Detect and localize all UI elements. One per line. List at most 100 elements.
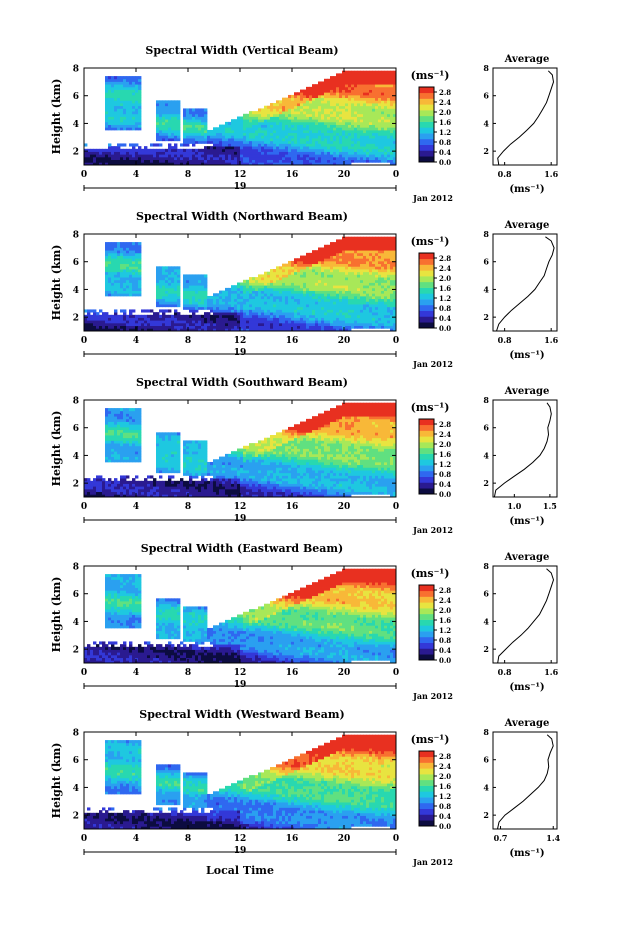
heatmap-cell xyxy=(372,73,376,77)
heatmap-cell xyxy=(348,271,352,275)
heatmap-cell xyxy=(168,290,172,294)
heatmap-cell xyxy=(369,89,373,93)
heatmap-cell xyxy=(261,298,265,302)
heatmap-cell xyxy=(156,151,160,155)
heatmap-cell xyxy=(366,140,370,144)
heatmap-cell xyxy=(369,301,373,305)
heatmap-cell xyxy=(117,113,121,117)
heatmap-cell xyxy=(258,325,262,329)
heatmap-cell xyxy=(264,325,268,329)
heatmap-cell xyxy=(231,129,235,134)
heatmap-cell xyxy=(393,73,397,77)
heatmap-cell xyxy=(261,124,265,128)
heatmap-cell xyxy=(102,156,106,161)
heatmap-cell xyxy=(279,159,283,163)
heatmap-cell xyxy=(363,103,367,107)
heatmap-cell xyxy=(318,162,322,166)
heatmap-cell xyxy=(333,92,337,96)
heatmap-cell xyxy=(105,105,109,109)
heatmap-cell xyxy=(246,143,250,147)
heatmap-cell xyxy=(87,317,91,321)
heatmap-cell xyxy=(387,306,391,310)
heatmap-cell xyxy=(321,250,325,254)
heatmap-cell xyxy=(261,132,265,136)
heatmap-cell xyxy=(336,119,340,123)
heatmap-cell xyxy=(114,293,118,297)
heatmap-cell xyxy=(189,151,193,155)
heatmap-cell xyxy=(387,154,391,158)
heatmap-cell xyxy=(393,266,397,270)
heatmap-cell xyxy=(291,135,295,139)
heatmap-cell xyxy=(204,116,208,120)
heatmap-cell xyxy=(375,255,379,259)
heatmap-cell xyxy=(360,295,364,300)
heatmap-cell xyxy=(336,111,340,115)
heatmap-cell xyxy=(321,84,325,88)
heatmap-cell xyxy=(294,328,298,332)
heatmap-cell xyxy=(108,121,112,125)
heatmap-cell xyxy=(387,127,391,131)
heatmap-cell xyxy=(366,89,370,93)
heatmap-cell xyxy=(318,255,322,259)
heatmap-cell xyxy=(126,111,130,115)
heatmap-cell xyxy=(321,135,325,139)
heatmap-cell xyxy=(297,301,301,305)
heatmap-cell xyxy=(360,260,364,265)
heatmap-cell xyxy=(303,113,307,117)
heatmap-cell xyxy=(204,285,208,289)
heatmap-cell xyxy=(90,314,94,318)
heatmap-cell xyxy=(150,143,154,147)
heatmap-cell xyxy=(354,151,358,155)
heatmap-cell xyxy=(201,156,205,161)
heatmap-cell xyxy=(111,317,115,321)
heatmap-cell xyxy=(174,285,178,289)
heatmap-cell xyxy=(327,312,331,316)
heatmap-cell xyxy=(324,78,328,82)
heatmap-cell xyxy=(225,159,229,163)
heatmap-cell xyxy=(279,127,283,131)
heatmap-cell xyxy=(372,266,376,270)
heatmap-cell xyxy=(390,285,394,289)
heatmap-cell xyxy=(273,113,277,117)
heatmap-cell xyxy=(138,100,142,104)
heatmap-cell xyxy=(294,129,298,134)
heatmap-cell xyxy=(189,293,193,297)
heatmap-cell xyxy=(288,285,292,289)
heatmap-cell xyxy=(372,295,376,300)
heatmap-cell xyxy=(135,84,139,88)
heatmap-cell xyxy=(303,140,307,144)
heatmap-cell xyxy=(150,159,154,163)
colorbar-swatch xyxy=(419,115,434,122)
heatmap-cell xyxy=(135,159,139,163)
heatmap-cell xyxy=(228,132,232,136)
heatmap-cell xyxy=(333,306,337,310)
heatmap-cell xyxy=(147,317,151,321)
heatmap-cell xyxy=(135,156,139,161)
heatmap-cell xyxy=(390,255,394,259)
heatmap-cell xyxy=(135,76,139,80)
heatmap-cell xyxy=(369,287,373,291)
heatmap-cell xyxy=(129,94,133,99)
heatmap-cell xyxy=(90,322,94,327)
heatmap-cell xyxy=(369,250,373,254)
heatmap-cell xyxy=(363,247,367,251)
heatmap-cell xyxy=(177,162,181,166)
heatmap-cell xyxy=(276,124,280,128)
heatmap-cell xyxy=(390,258,394,262)
heatmap-cell xyxy=(141,314,145,318)
heatmap-cell xyxy=(363,322,367,327)
heatmap-cell xyxy=(111,121,115,125)
heatmap-cell xyxy=(186,132,190,136)
heatmap-cell xyxy=(312,306,316,310)
heatmap-cell xyxy=(372,103,376,107)
heatmap-cell xyxy=(192,116,196,120)
heatmap-cell xyxy=(252,298,256,302)
heatmap-cell xyxy=(384,89,388,93)
heatmap-cell xyxy=(363,129,367,134)
heatmap-cell xyxy=(315,255,319,259)
heatmap-cell xyxy=(135,244,139,248)
heatmap-cell xyxy=(333,328,337,332)
heatmap-cell xyxy=(387,84,391,88)
heatmap-cell xyxy=(201,116,205,120)
heatmap-cell xyxy=(351,86,355,90)
